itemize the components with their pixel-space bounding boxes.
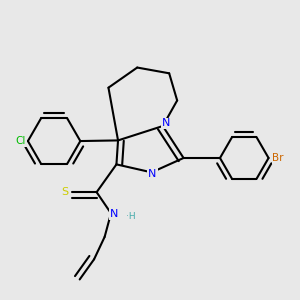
Text: N: N — [162, 118, 170, 128]
Text: Br: Br — [272, 153, 284, 163]
Text: S: S — [62, 187, 69, 196]
Text: Cl: Cl — [16, 136, 26, 146]
Text: N: N — [148, 169, 157, 179]
Text: ·H: ·H — [126, 212, 136, 221]
Text: N: N — [110, 209, 118, 219]
